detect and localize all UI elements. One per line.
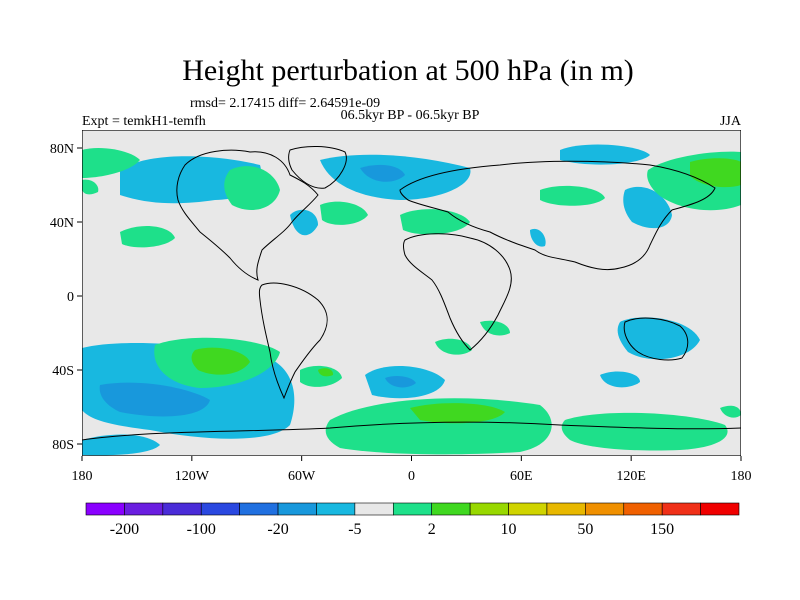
contour-fields (82, 144, 741, 456)
colorbar-swatch (316, 502, 356, 516)
positive-anomaly-region (435, 338, 472, 355)
longitude-tick-label: 120E (616, 469, 646, 484)
plot-title: Height perturbation at 500 hPa (in m) (182, 54, 634, 87)
positive-anomaly-region (320, 201, 368, 225)
latitude-tick-label: 40S (52, 364, 74, 379)
colorbar-swatch (162, 502, 202, 516)
colorbar-swatch (124, 502, 164, 516)
longitude-tick-label: 120W (175, 469, 210, 484)
negative-anomaly-region (82, 434, 160, 456)
negative-core (99, 382, 210, 417)
colorbar-swatch (277, 502, 317, 516)
colorbar-swatch (585, 502, 625, 516)
negative-anomaly-region (623, 186, 672, 229)
colorbar: -200 -100 -20 -5 2 10 50 150 (85, 502, 740, 538)
map-panel (82, 130, 741, 456)
positive-core (690, 158, 741, 188)
colorbar-swatch (392, 502, 433, 516)
colorbar-label: -200 (110, 521, 139, 538)
colorbar-swatch (546, 502, 586, 516)
latitude-tick-label: 40N (50, 216, 74, 231)
longitude-axis: 180 120W 60W 0 60E 120E 180 (72, 456, 752, 484)
south-america-coastline (258, 282, 328, 400)
north-america-coastline (176, 149, 319, 281)
latitude-tick-label: 80N (50, 142, 74, 157)
australia-coastline (623, 317, 689, 361)
stats-text: rmsd= 2.17415 diff= 2.64591e-09 (190, 96, 380, 111)
colorbar-label: -5 (348, 521, 361, 538)
negative-anomaly-region (530, 228, 546, 247)
positive-core (318, 368, 334, 377)
colorbar-swatch (700, 502, 740, 516)
colorbar-label: 50 (577, 521, 593, 538)
greenland-coastline (288, 146, 347, 189)
colorbar-swatch (200, 502, 240, 516)
positive-anomaly-region (540, 185, 605, 206)
positive-anomaly-region (561, 412, 728, 451)
latitude-axis: 80N 40N 0 40S 80S (50, 142, 82, 453)
colorbar-swatch (239, 502, 279, 516)
positive-core (410, 403, 505, 424)
positive-anomaly-region (120, 226, 175, 248)
colorbar-swatch (354, 502, 394, 516)
colorbar-swatch (85, 502, 125, 516)
colorbar-swatch (469, 502, 509, 516)
positive-anomaly-region (82, 179, 99, 195)
colorbar-label: 10 (501, 521, 517, 538)
colorbar-swatch (661, 502, 701, 516)
colorbar-label: 2 (428, 521, 436, 538)
season-label: JJA (720, 114, 742, 129)
negative-anomaly-region (560, 144, 650, 165)
colorbar-swatch (623, 502, 663, 516)
latitude-tick-label: 80S (52, 438, 74, 453)
colorbar-swatch (431, 502, 471, 516)
eurasia-coastline (399, 160, 716, 271)
negative-anomaly-region (600, 371, 640, 388)
latitude-tick-label: 0 (67, 290, 74, 305)
africa-coastline (403, 233, 512, 351)
longitude-tick-label: 60W (288, 469, 316, 484)
positive-anomaly-region (224, 166, 280, 210)
colorbar-swatch (508, 502, 548, 516)
positive-anomaly-region (82, 148, 140, 178)
coastlines (82, 146, 741, 441)
period-label: 06.5kyr BP - 06.5kyr BP (341, 108, 480, 123)
antarctica-coastline (82, 421, 741, 441)
negative-core (385, 375, 416, 388)
experiment-label: Expt = temkH1-temfh (82, 114, 206, 129)
negative-core (360, 164, 405, 182)
colorbar-label: -100 (187, 521, 216, 538)
longitude-tick-label: 180 (731, 469, 752, 484)
colorbar-label: 150 (650, 521, 674, 538)
negative-anomaly-region (617, 317, 700, 360)
colorbar-label: -20 (267, 521, 288, 538)
positive-core (191, 347, 250, 375)
positive-anomaly-region (720, 405, 741, 418)
longitude-tick-label: 60E (510, 469, 533, 484)
longitude-tick-label: 180 (72, 469, 93, 484)
longitude-tick-label: 0 (408, 469, 415, 484)
